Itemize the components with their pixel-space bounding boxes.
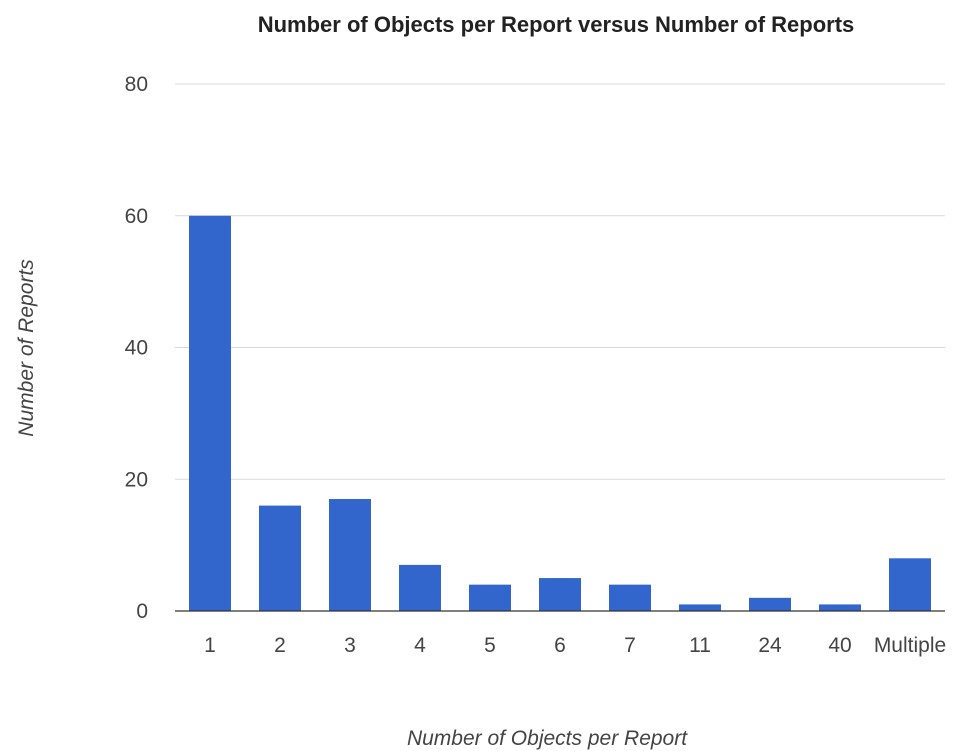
x-tick-label: 3 xyxy=(344,634,356,657)
x-tick-label: 11 xyxy=(689,634,711,657)
y-axis-title: Number of Reports xyxy=(15,259,38,437)
x-tick-label: 5 xyxy=(484,634,496,657)
y-axis-ticks: 0 20 40 60 80 xyxy=(125,73,148,623)
x-tick-label: 1 xyxy=(204,634,216,657)
y-tick-label: 20 xyxy=(125,468,148,491)
x-tick-label: 4 xyxy=(414,634,426,657)
bar-2 xyxy=(259,505,301,611)
x-tick-label: 6 xyxy=(554,634,566,657)
y-tick-label: 0 xyxy=(136,600,148,623)
bar-3 xyxy=(329,499,371,611)
x-tick-label: 24 xyxy=(758,634,782,657)
bar-1 xyxy=(189,215,231,611)
x-tick-label: Multiple xyxy=(874,634,946,657)
x-axis-title: Number of Objects per Report xyxy=(407,727,688,750)
bar-11 xyxy=(679,604,721,611)
bars xyxy=(189,215,931,611)
bar-6 xyxy=(539,578,581,611)
bar-5 xyxy=(469,584,511,611)
gridlines xyxy=(175,83,945,480)
x-axis-ticks: 1 2 3 4 5 6 7 11 24 40 Multiple xyxy=(204,634,946,657)
bar-4 xyxy=(399,564,441,611)
chart-title: Number of Objects per Report versus Numb… xyxy=(258,12,855,37)
bar-24 xyxy=(749,597,791,611)
x-tick-label: 7 xyxy=(624,634,636,657)
bar-7 xyxy=(609,584,651,611)
y-tick-label: 60 xyxy=(125,205,148,228)
x-tick-label: 2 xyxy=(274,634,286,657)
bar-40 xyxy=(819,604,861,611)
x-tick-label: 40 xyxy=(828,634,851,657)
bar-multiple xyxy=(889,558,931,611)
y-tick-label: 80 xyxy=(125,73,148,96)
y-tick-label: 40 xyxy=(125,337,148,360)
